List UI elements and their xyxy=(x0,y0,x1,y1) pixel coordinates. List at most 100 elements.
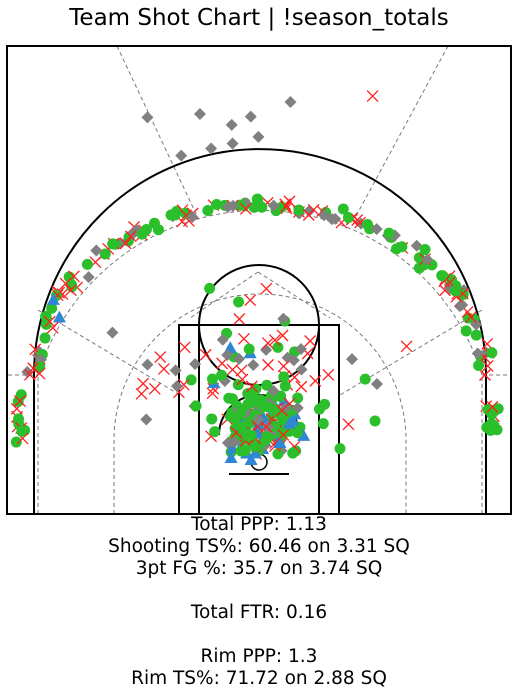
missed-shot-marker xyxy=(307,203,320,216)
made-shot-marker xyxy=(272,341,284,353)
stat-shooting-ts: Shooting TS%: 60.46 on 3.31 SQ xyxy=(108,536,410,557)
missed-shot-stroke xyxy=(157,362,170,375)
diamond-shot-marker xyxy=(140,413,153,426)
diamond-shot-marker xyxy=(175,149,188,162)
missed-shot-stroke xyxy=(172,386,185,399)
missed-shot-stroke xyxy=(199,348,212,361)
missed-shot-stroke xyxy=(295,380,308,393)
missed-shot-stroke xyxy=(301,347,314,360)
missed-shot-stroke xyxy=(135,387,148,400)
stat-3pt-fg: 3pt FG %: 35.7 on 3.74 SQ xyxy=(135,558,383,579)
diamond-shot-marker xyxy=(287,354,300,367)
zone-line xyxy=(116,45,199,219)
stats-block: Total PPP: 1.13 Shooting TS%: 60.46 on 3… xyxy=(0,514,518,690)
missed-shot-stroke xyxy=(443,276,456,289)
missed-shot-marker xyxy=(283,195,296,208)
missed-shot-marker xyxy=(322,368,335,381)
missed-shot-stroke xyxy=(23,368,36,381)
diamond-shot-marker xyxy=(221,436,234,449)
made-shot-marker xyxy=(291,427,303,439)
diamond-shot-marker xyxy=(205,142,218,155)
missed-shot-stroke xyxy=(456,287,469,300)
missed-shot-marker xyxy=(260,420,273,433)
missed-shot-stroke xyxy=(277,360,290,373)
missed-shot-stroke xyxy=(119,237,132,250)
made-shot-marker xyxy=(317,418,329,430)
diamond-shot-marker xyxy=(169,364,182,377)
missed-shot-marker xyxy=(59,277,72,290)
missed-shot-stroke xyxy=(245,380,258,393)
missed-shot-stroke xyxy=(29,343,42,356)
made-shot-marker xyxy=(185,374,197,386)
missed-shot-marker xyxy=(233,313,246,325)
triangle-shot-marker xyxy=(46,293,60,305)
made-shot-marker xyxy=(204,282,216,294)
missed-shot-stroke xyxy=(124,230,137,243)
stat-spacer-1 xyxy=(0,580,518,602)
missed-shot-marker xyxy=(64,284,77,297)
missed-shot-marker xyxy=(400,340,413,353)
missed-shot-marker xyxy=(124,230,137,243)
made-shot-marker xyxy=(66,281,78,293)
triangle-shot-marker xyxy=(52,310,66,323)
diamond-shot-marker xyxy=(221,348,234,361)
missed-shot-stroke xyxy=(137,377,150,390)
made-shot-marker xyxy=(234,199,246,211)
missed-shot-stroke xyxy=(27,362,40,375)
missed-shot-marker xyxy=(245,380,258,393)
missed-shot-marker xyxy=(27,362,40,375)
missed-shot-stroke xyxy=(260,282,273,295)
missed-shot-marker xyxy=(481,359,494,372)
made-shot-marker xyxy=(248,201,260,213)
zone-line xyxy=(354,45,449,219)
made-shot-marker xyxy=(279,380,291,392)
diamond-shot-marker xyxy=(186,211,199,224)
triangle-shot-marker xyxy=(244,453,258,465)
missed-shot-marker xyxy=(244,294,257,307)
diamond-shot-marker xyxy=(456,298,469,311)
diamond-shot-marker xyxy=(233,352,246,365)
made-shot-marker xyxy=(419,243,431,255)
missed-shot-stroke xyxy=(216,357,229,370)
missed-shot-stroke xyxy=(64,284,77,297)
diamond-shot-marker xyxy=(284,96,297,109)
made-shot-marker xyxy=(12,396,24,408)
triangle-shot-marker xyxy=(286,413,300,426)
missed-shot-stroke xyxy=(262,358,275,371)
made-shot-marker xyxy=(206,373,218,385)
made-shot-marker xyxy=(488,419,500,431)
missed-shot-marker xyxy=(280,200,292,213)
triangle-shot-marker xyxy=(297,429,311,441)
missed-shot-marker xyxy=(309,374,322,387)
diamond-shot-marker xyxy=(90,244,103,257)
missed-shot-stroke xyxy=(233,313,246,325)
missed-shot-marker xyxy=(277,360,290,373)
missed-shot-stroke xyxy=(280,200,292,213)
missed-shot-marker xyxy=(304,335,317,347)
missed-shot-marker xyxy=(479,369,491,381)
zone-line xyxy=(37,309,181,396)
missed-shot-marker xyxy=(216,357,229,370)
diamond-shot-marker xyxy=(262,420,275,433)
missed-shot-stroke xyxy=(276,329,289,342)
made-shot-marker xyxy=(233,296,245,308)
diamond-shot-marker xyxy=(267,384,280,397)
diamond-shot-marker xyxy=(141,358,154,371)
made-shot-marker xyxy=(206,413,218,425)
diamond-shot-marker xyxy=(244,110,257,123)
stat-total-ppp: Total PPP: 1.13 xyxy=(191,514,327,535)
stat-rim-ppp: Rim PPP: 1.3 xyxy=(200,646,318,667)
missed-shot-marker xyxy=(268,334,281,347)
diamond-shot-marker xyxy=(277,312,290,325)
made-shot-marker xyxy=(396,241,408,253)
missed-shot-marker xyxy=(275,404,288,417)
missed-shot-stroke xyxy=(239,202,252,215)
stat-total-ftr: Total FTR: 0.16 xyxy=(190,602,328,623)
missed-shot-marker xyxy=(137,377,150,390)
missed-shot-stroke xyxy=(16,432,29,445)
made-shot-marker xyxy=(16,425,28,437)
diamond-shot-marker xyxy=(291,401,304,414)
made-shot-marker xyxy=(247,389,259,401)
missed-shot-stroke xyxy=(33,367,46,380)
